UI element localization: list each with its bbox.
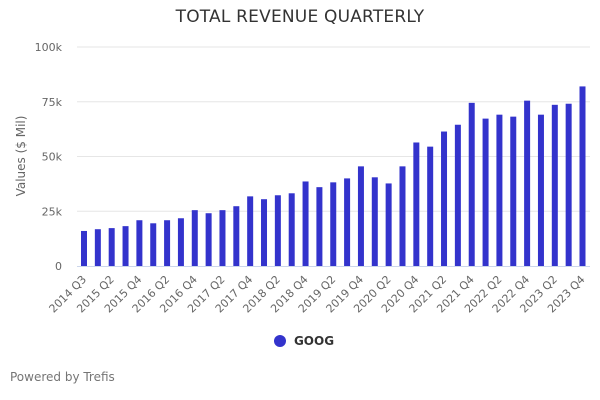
bar[interactable]: 2020 Q3: 45500 bbox=[399, 166, 406, 266]
bar[interactable]: 2023 Q1: 69100 bbox=[537, 114, 544, 267]
bar[interactable]: 2016 Q4: 25500 bbox=[191, 210, 198, 266]
y-axis-ticks: 0 25k 50k 75k 100k bbox=[35, 41, 63, 273]
bar[interactable]: 2016 Q1: 19500 bbox=[150, 223, 157, 266]
bar[interactable]: 2019 Q1: 36000 bbox=[316, 187, 323, 266]
legend-marker-icon bbox=[273, 335, 286, 347]
bar[interactable]: 2018 Q2: 32300 bbox=[274, 195, 281, 266]
bar[interactable]: 2020 Q1: 40500 bbox=[371, 177, 378, 266]
bar[interactable]: 2023 Q3: 74100 bbox=[565, 103, 572, 266]
bar[interactable]: 2020 Q4: 56400 bbox=[413, 142, 420, 266]
chart-title: TOTAL REVENUE QUARTERLY bbox=[175, 7, 425, 27]
bar[interactable]: 2019 Q4: 45500 bbox=[357, 166, 364, 266]
y-tick-label: 100k bbox=[35, 41, 63, 54]
bar[interactable]: 2022 Q2: 69100 bbox=[496, 114, 503, 267]
bar[interactable]: 2014 Q3: 16000 bbox=[81, 230, 87, 266]
y-axis-label: Values ($ Mil) bbox=[14, 116, 28, 197]
bar[interactable]: 2022 Q3: 68200 bbox=[510, 116, 517, 266]
bar[interactable]: 2022 Q4: 75500 bbox=[524, 100, 531, 266]
bar[interactable]: 2017 Q2: 25500 bbox=[219, 210, 226, 266]
bar[interactable]: 2021 Q3: 64500 bbox=[454, 124, 461, 267]
bar[interactable]: 2017 Q4: 31800 bbox=[247, 196, 254, 266]
bar[interactable]: 2016 Q3: 21800 bbox=[177, 218, 184, 266]
y-tick-label: 25k bbox=[42, 205, 63, 218]
bar[interactable]: 2015 Q1: 16800 bbox=[94, 229, 101, 266]
legend-label: GOOG bbox=[293, 334, 335, 348]
bar[interactable]: 2023 Q2: 73600 bbox=[551, 104, 558, 266]
bar[interactable]: 2015 Q3: 18200 bbox=[122, 226, 129, 266]
bar[interactable]: 2022 Q1: 67300 bbox=[482, 118, 489, 266]
bar[interactable]: 2018 Q3: 33200 bbox=[288, 193, 295, 266]
y-tick-label: 0 bbox=[55, 260, 62, 273]
bar[interactable]: 2020 Q2: 37700 bbox=[385, 183, 392, 266]
bar[interactable]: 2021 Q1: 54500 bbox=[427, 146, 434, 266]
bar[interactable]: 2018 Q4: 38600 bbox=[302, 181, 309, 266]
bar[interactable]: 2017 Q3: 27300 bbox=[233, 206, 240, 266]
bar[interactable]: 2019 Q2: 38200 bbox=[330, 182, 337, 266]
bar[interactable]: 2015 Q4: 20900 bbox=[136, 220, 143, 266]
bar[interactable]: 2023 Q4: 82000 bbox=[579, 86, 586, 266]
y-tick-label: 75k bbox=[42, 96, 63, 109]
bar[interactable]: 2015 Q2: 17300 bbox=[108, 228, 115, 266]
powered-by-credit[interactable]: Powered by Trefis bbox=[10, 370, 115, 384]
y-tick-label: 50k bbox=[42, 151, 63, 164]
bar[interactable]: 2018 Q1: 30500 bbox=[261, 199, 268, 266]
bar[interactable]: 2019 Q3: 40000 bbox=[344, 178, 351, 266]
legend: GOOG bbox=[0, 334, 600, 348]
bar[interactable]: 2021 Q2: 61400 bbox=[441, 131, 448, 266]
bar-series-goog: 2014 Q3: 16000 2015 Q1: 16800 2015 Q2: 173… bbox=[81, 86, 586, 267]
bar[interactable]: 2021 Q4: 74500 bbox=[468, 102, 475, 266]
bar[interactable]: 2017 Q1: 24100 bbox=[205, 213, 212, 266]
bar[interactable]: 2016 Q2: 20900 bbox=[164, 220, 171, 266]
legend-item-goog[interactable]: GOOG bbox=[273, 334, 335, 348]
